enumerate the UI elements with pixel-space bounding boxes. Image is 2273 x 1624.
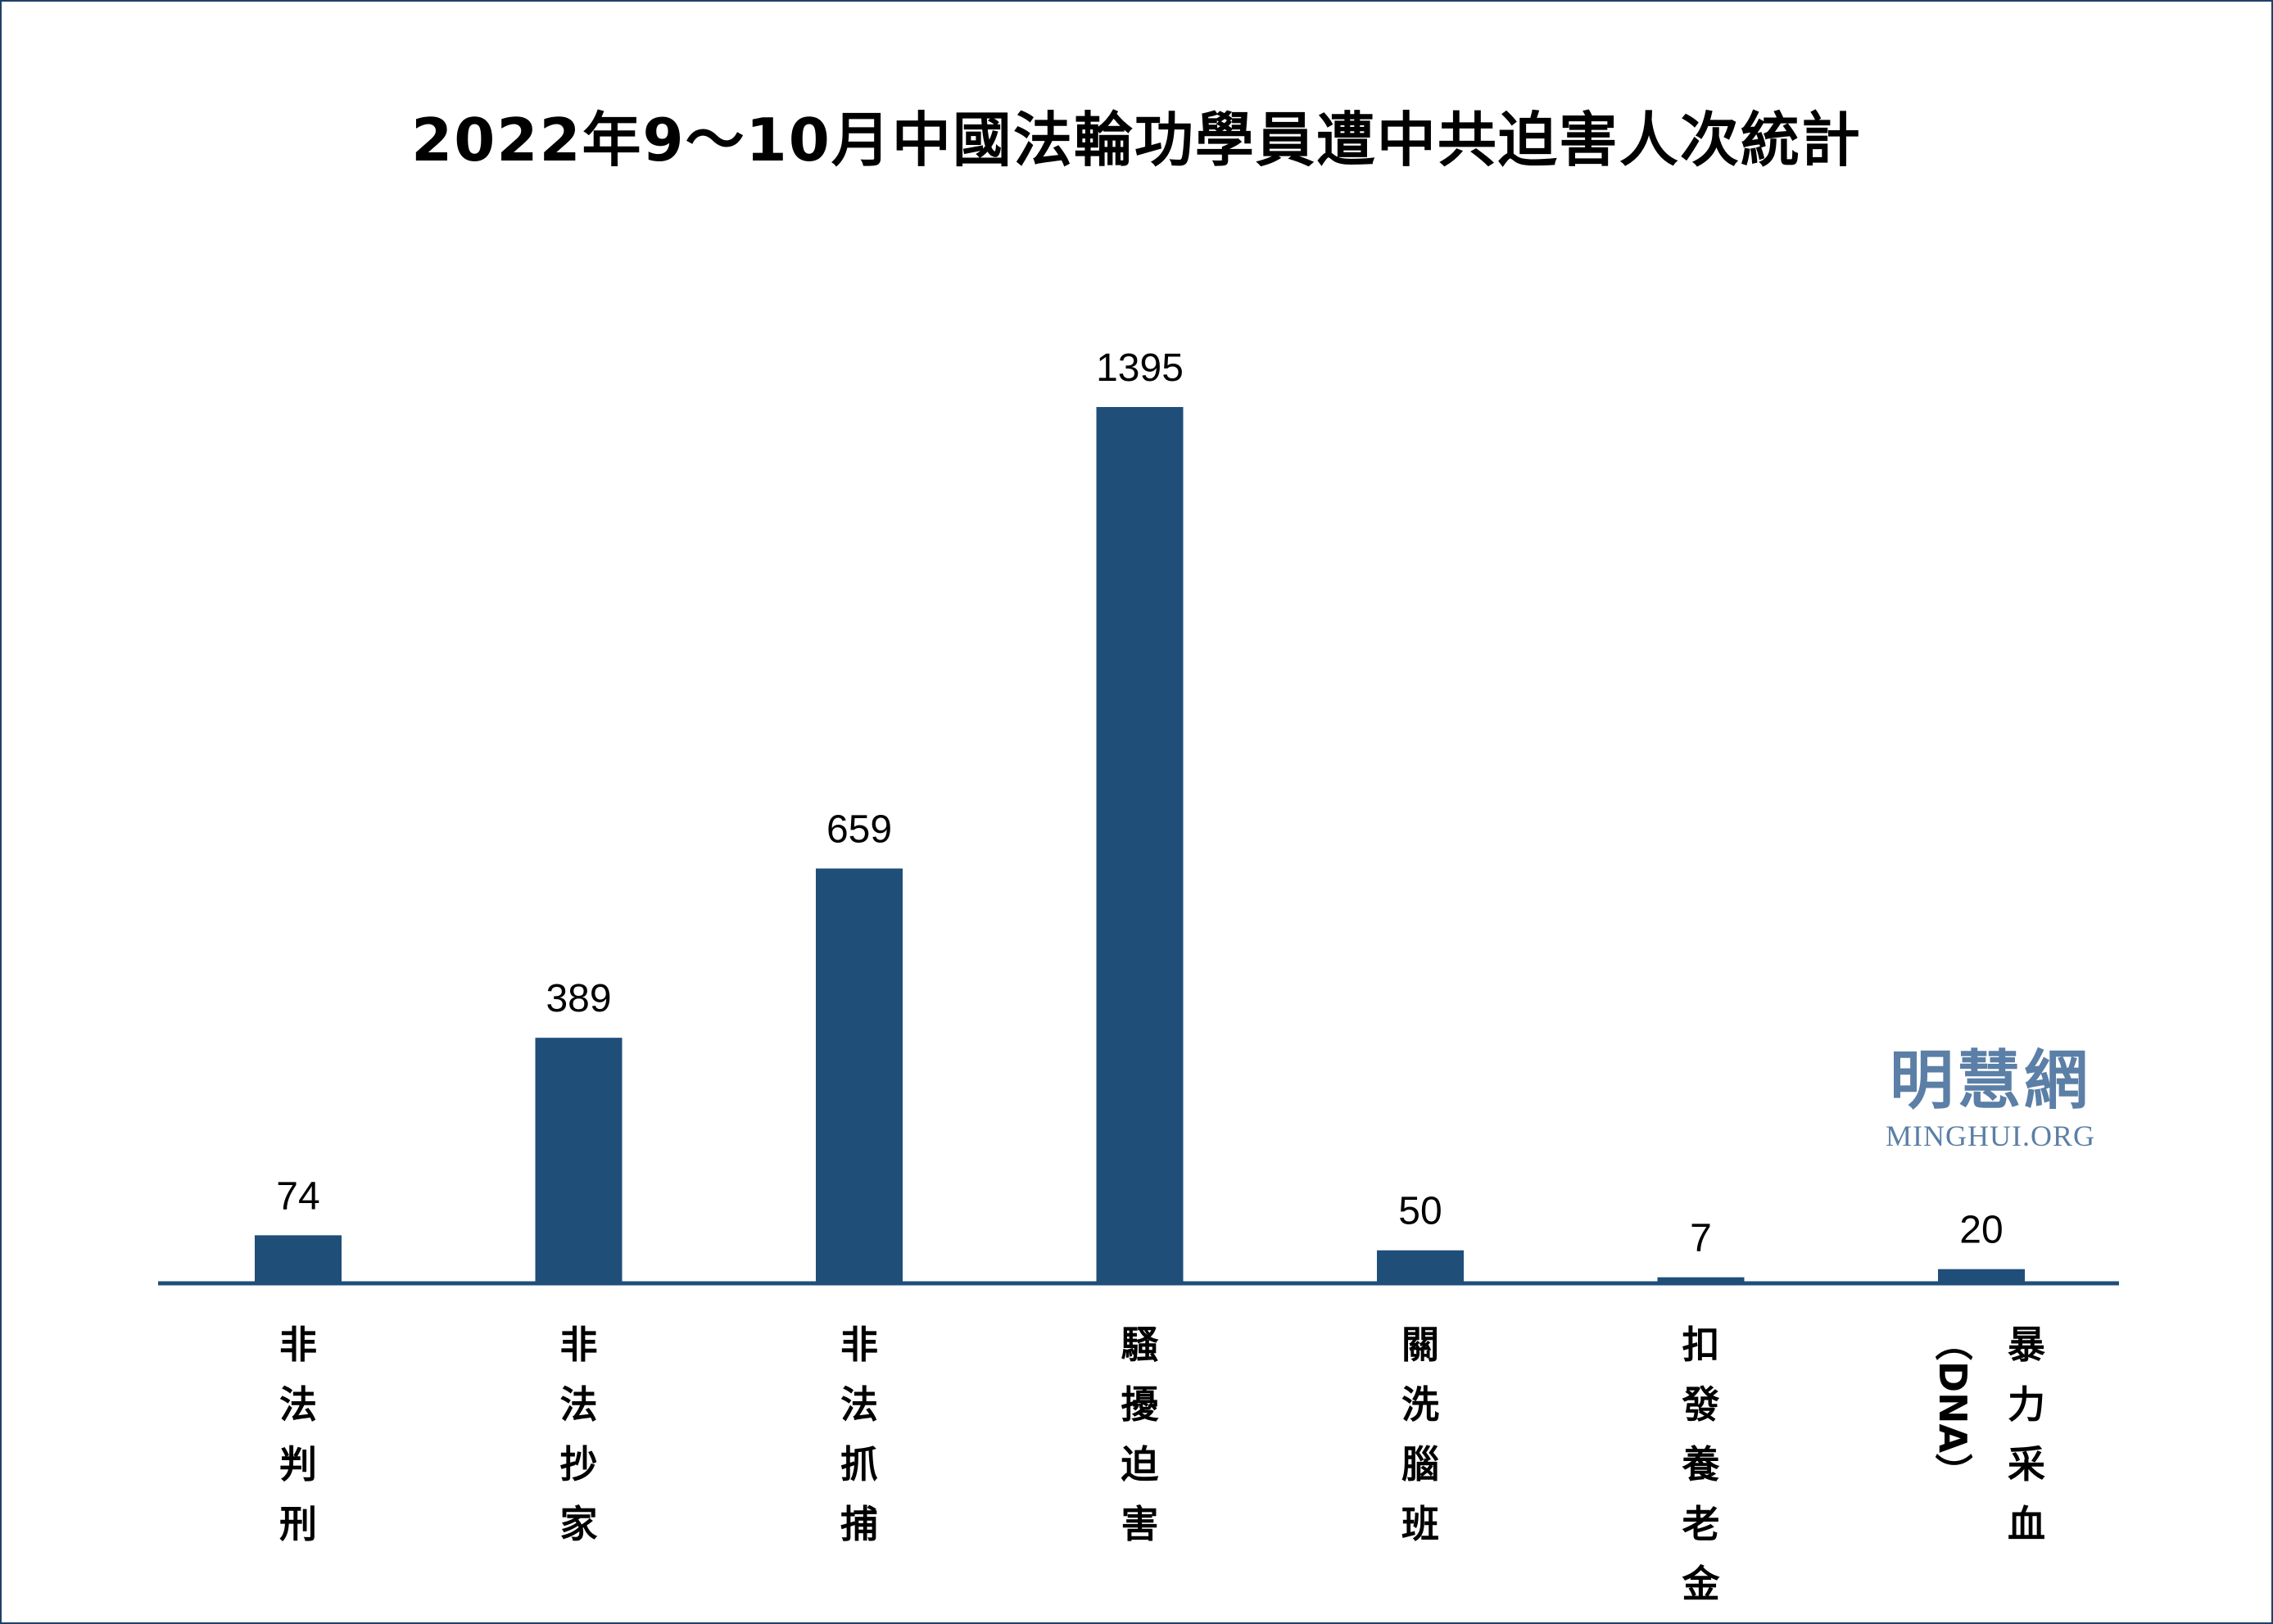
category-label-4: 騷擾迫害 [1121, 1323, 1160, 1546]
minghui-logo: 明慧網 MINGHUI.ORG [1859, 1044, 2121, 1154]
chart-title: 2022年9～10月中國法輪功學員遭中共迫害人次統計 [411, 106, 1862, 174]
value-label-4: 1395 [1096, 346, 1184, 390]
value-label-3: 659 [826, 807, 892, 851]
bar-2 [535, 1038, 623, 1282]
logo-chinese-text: 明慧網 [1889, 1043, 2091, 1118]
bar-5 [1377, 1250, 1464, 1282]
value-label-5: 50 [1398, 1190, 1442, 1233]
category-label-7: 暴力采血 [2008, 1323, 2045, 1546]
svg-text:（DNA）: （DNA） [1931, 1323, 1975, 1491]
value-label-1: 74 [276, 1174, 319, 1218]
category-label-6: 扣發養老金 [1682, 1323, 1721, 1606]
bar-6 [1657, 1277, 1745, 1282]
logo-english-text: MINGHUI.ORG [1886, 1120, 2095, 1152]
bar-3 [816, 868, 903, 1282]
value-label-2: 389 [546, 977, 611, 1020]
value-label-7: 20 [1959, 1209, 2003, 1252]
category-label-5: 關洗腦班 [1401, 1323, 1439, 1546]
category-label-2: 非法抄家 [560, 1323, 598, 1546]
bars-layer [255, 407, 2025, 1282]
bar-7 [1938, 1269, 2025, 1282]
value-labels-layer: 74 389 659 1395 50 7 20 [276, 346, 2003, 1260]
bar-4 [1096, 407, 1184, 1282]
category-label-1: 非法判刑 [279, 1323, 317, 1546]
category-labels-layer: 非法判刑 非法抄家 非法抓捕 騷擾迫害 關洗腦班 扣發養老金 暴力采血 （DNA） [279, 1323, 2045, 1606]
bar-1 [255, 1235, 342, 1282]
value-label-6: 7 [1690, 1217, 1712, 1260]
category-label-3: 非法抓捕 [840, 1323, 878, 1546]
